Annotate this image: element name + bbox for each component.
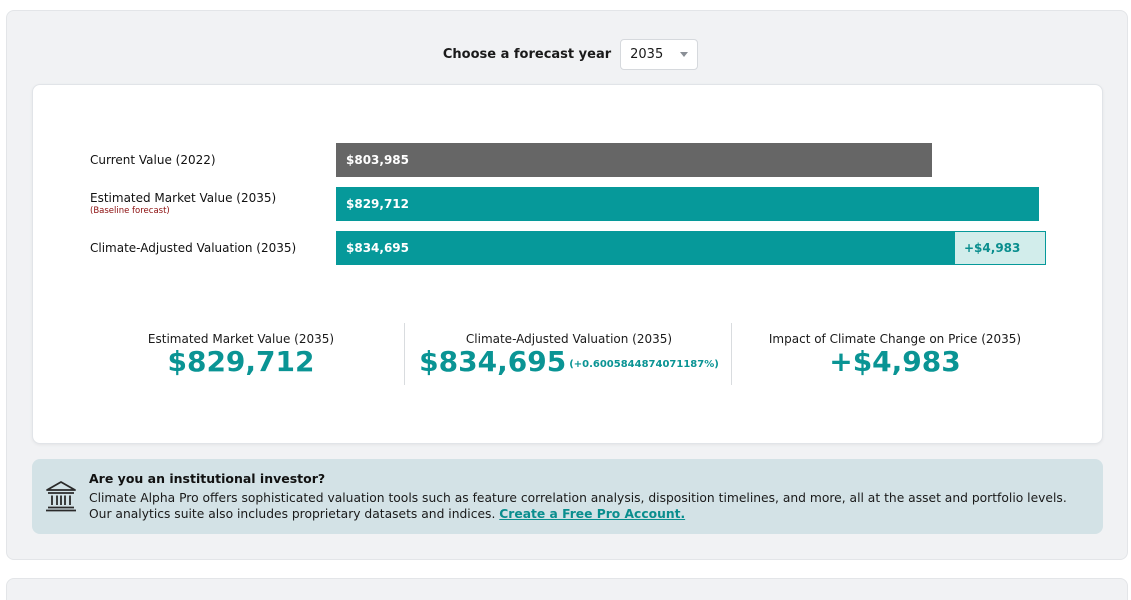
bar-label-estimated: Estimated Market Value (2035): [90, 191, 277, 205]
stat-climate-pct: (+0.6005844874071187%): [569, 359, 719, 370]
stat-impact-value: +$4,983: [829, 345, 961, 378]
bar-value-estimated: $829,712: [346, 197, 410, 211]
next-panel: [6, 578, 1128, 600]
forecast-year-row: Choose a forecast year 2035: [0, 38, 1131, 70]
forecast-year-select[interactable]: 2035: [620, 38, 699, 70]
stat-divider: [404, 323, 405, 385]
institutional-investor-banner: Are you an institutional investor? Clima…: [32, 459, 1103, 534]
bar-climate: $834,695: [336, 231, 955, 265]
bar-label-estimated-group: Estimated Market Value (2035) (Baseline …: [90, 191, 276, 216]
stat-climate-title: Climate-Adjusted Valuation (2035): [465, 332, 673, 346]
bar-row-estimated: Estimated Market Value (2035) (Baseline …: [33, 187, 1104, 221]
bar-value-climate: $834,695: [346, 241, 410, 255]
chevron-down-icon: [680, 51, 689, 57]
valuation-card: Current Value (2022) $803,985 Estimated …: [32, 84, 1103, 444]
stat-climate-value-row: $834,695 (+0.6005844874071187%): [407, 346, 731, 378]
bar-value-current: $803,985: [346, 153, 410, 167]
stat-estimated-title: Estimated Market Value (2035): [147, 332, 335, 346]
stat-impact: Impact of Climate Change on Price (2035)…: [735, 321, 1055, 385]
stat-impact-title: Impact of Climate Change on Price (2035): [768, 332, 1022, 346]
stat-estimated-value: $829,712: [167, 345, 315, 378]
banner-text: Climate Alpha Pro offers sophisticated v…: [89, 491, 1067, 521]
bar-sublabel-estimated: (Baseline forecast): [90, 206, 170, 216]
bar-estimated: $829,712: [336, 187, 1039, 221]
institution-icon: [46, 481, 76, 512]
stats-row: Estimated Market Value (2035) $829,712 C…: [33, 321, 1104, 385]
forecast-year-value: 2035: [630, 46, 664, 62]
bar-row-current: Current Value (2022) $803,985: [33, 143, 1104, 177]
bar-current: $803,985: [336, 143, 932, 177]
stat-climate-value: $834,695: [419, 345, 567, 378]
bar-row-climate: Climate-Adjusted Valuation (2035) $834,6…: [33, 231, 1104, 265]
bar-delta-value: +$4,983: [964, 241, 1021, 255]
stat-estimated: Estimated Market Value (2035) $829,712: [81, 321, 401, 385]
bar-climate-delta: +$4,983: [955, 231, 1046, 265]
banner-title: Are you an institutional investor?: [89, 471, 326, 486]
forecast-year-label: Choose a forecast year: [442, 46, 612, 62]
banner-text-block: Climate Alpha Pro offers sophisticated v…: [89, 490, 1089, 522]
stat-divider: [731, 323, 732, 385]
bar-label-climate: Climate-Adjusted Valuation (2035): [90, 241, 297, 255]
stat-climate: Climate-Adjusted Valuation (2035) $834,6…: [407, 321, 731, 385]
create-pro-account-link[interactable]: Create a Free Pro Account.: [499, 507, 686, 521]
bar-label-current: Current Value (2022): [90, 153, 216, 167]
